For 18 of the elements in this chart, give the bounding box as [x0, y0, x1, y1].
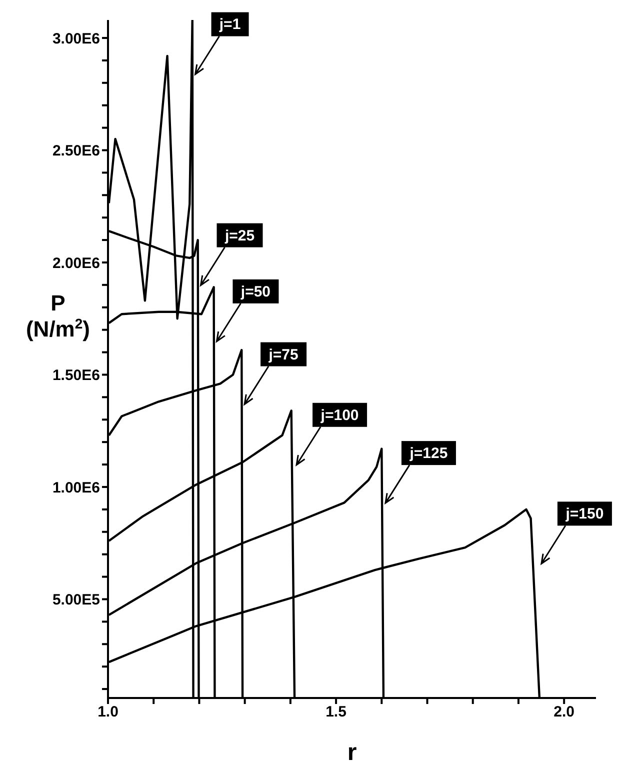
y-tick-label: 1.50E6 [52, 367, 100, 384]
x-tick-label: 1.5 [326, 704, 346, 721]
series-label: j=25 [224, 227, 255, 244]
y-tick-label: 1.00E6 [52, 479, 100, 496]
y-axis-title: P (N/m$^{2}$) [26, 290, 90, 342]
y-tick-label: 2.50E6 [52, 142, 100, 160]
series-label: j=50 [240, 283, 271, 300]
y-tick-label: 2.00E6 [52, 254, 100, 272]
text: j=150 [564, 506, 604, 523]
series-label: j=1 [218, 16, 241, 34]
series-label: j=125 [408, 445, 448, 462]
series-label: j=75 [268, 346, 298, 364]
y-tick-label: 5.00E5 [52, 592, 100, 609]
x-tick-label: 1.0 [98, 704, 118, 721]
series-label: j=100 [320, 406, 359, 424]
x-axis-title: r [347, 739, 357, 766]
x-tick-label: 2.0 [554, 704, 575, 721]
y-tick-label: 3.00E6 [52, 30, 100, 48]
